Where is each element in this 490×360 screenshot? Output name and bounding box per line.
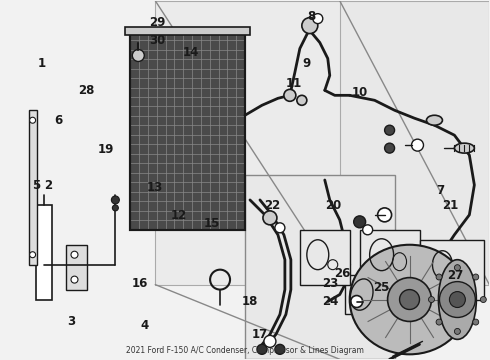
Circle shape xyxy=(313,14,323,24)
Circle shape xyxy=(449,292,466,307)
Circle shape xyxy=(112,205,119,211)
Circle shape xyxy=(257,345,267,354)
Ellipse shape xyxy=(454,143,474,153)
Ellipse shape xyxy=(426,115,442,125)
Text: 16: 16 xyxy=(132,278,148,291)
Text: 4: 4 xyxy=(141,319,149,332)
Text: 5: 5 xyxy=(32,179,40,192)
Text: 27: 27 xyxy=(447,269,463,282)
Bar xyxy=(28,110,37,265)
Text: 3: 3 xyxy=(68,315,75,328)
Circle shape xyxy=(441,285,454,298)
Circle shape xyxy=(132,50,144,62)
Ellipse shape xyxy=(439,260,476,339)
Text: 18: 18 xyxy=(242,296,258,309)
Polygon shape xyxy=(155,1,340,285)
Circle shape xyxy=(264,336,276,347)
Circle shape xyxy=(440,282,475,318)
Circle shape xyxy=(263,211,277,225)
Circle shape xyxy=(71,276,78,283)
Circle shape xyxy=(302,18,318,33)
Text: 29: 29 xyxy=(149,16,165,29)
Text: 1: 1 xyxy=(38,57,46,70)
Text: 14: 14 xyxy=(183,46,199,59)
Circle shape xyxy=(480,297,486,302)
Text: 24: 24 xyxy=(322,296,339,309)
Circle shape xyxy=(111,196,120,204)
Bar xyxy=(36,205,51,300)
Circle shape xyxy=(385,125,394,135)
Text: 11: 11 xyxy=(286,77,302,90)
Circle shape xyxy=(428,297,435,302)
Polygon shape xyxy=(245,1,490,285)
Text: 10: 10 xyxy=(352,86,368,99)
Text: 6: 6 xyxy=(54,114,63,127)
Text: 8: 8 xyxy=(307,10,315,23)
Circle shape xyxy=(275,223,285,233)
Text: 19: 19 xyxy=(98,143,114,156)
Bar xyxy=(125,27,250,35)
Text: 17: 17 xyxy=(251,328,268,341)
Circle shape xyxy=(388,278,432,321)
Text: 2021 Ford F-150 A/C Condenser, Compressor & Lines Diagram: 2021 Ford F-150 A/C Condenser, Compresso… xyxy=(126,346,364,355)
Bar xyxy=(130,31,245,230)
Text: 25: 25 xyxy=(373,281,390,294)
Bar xyxy=(300,230,350,285)
Circle shape xyxy=(275,345,285,354)
Text: 22: 22 xyxy=(264,199,280,212)
Text: 20: 20 xyxy=(325,199,341,212)
Bar xyxy=(345,275,390,315)
Text: 2: 2 xyxy=(45,179,52,192)
Circle shape xyxy=(29,117,36,123)
Circle shape xyxy=(473,319,479,325)
Text: 28: 28 xyxy=(78,84,95,97)
Ellipse shape xyxy=(350,245,469,354)
Circle shape xyxy=(363,225,372,235)
Circle shape xyxy=(71,251,78,258)
Circle shape xyxy=(454,328,461,334)
Polygon shape xyxy=(245,175,394,359)
Bar xyxy=(66,245,87,289)
Text: 21: 21 xyxy=(442,199,458,212)
Text: 13: 13 xyxy=(147,181,163,194)
Circle shape xyxy=(454,265,461,271)
Text: 9: 9 xyxy=(302,57,310,70)
Text: 15: 15 xyxy=(203,216,220,230)
Text: 26: 26 xyxy=(335,267,351,280)
Circle shape xyxy=(378,208,392,222)
Circle shape xyxy=(412,139,423,151)
Circle shape xyxy=(436,319,442,325)
Text: 7: 7 xyxy=(437,184,444,197)
Bar xyxy=(130,31,245,230)
Circle shape xyxy=(284,89,296,101)
Circle shape xyxy=(473,274,479,280)
Circle shape xyxy=(29,252,36,258)
Circle shape xyxy=(354,216,366,228)
Text: 30: 30 xyxy=(149,33,165,47)
Circle shape xyxy=(351,296,363,307)
Circle shape xyxy=(436,274,442,280)
Text: 12: 12 xyxy=(171,210,187,222)
Text: 23: 23 xyxy=(322,278,339,291)
Circle shape xyxy=(385,143,394,153)
Bar xyxy=(360,230,419,280)
Bar xyxy=(419,240,484,300)
Circle shape xyxy=(399,289,419,310)
Circle shape xyxy=(297,95,307,105)
